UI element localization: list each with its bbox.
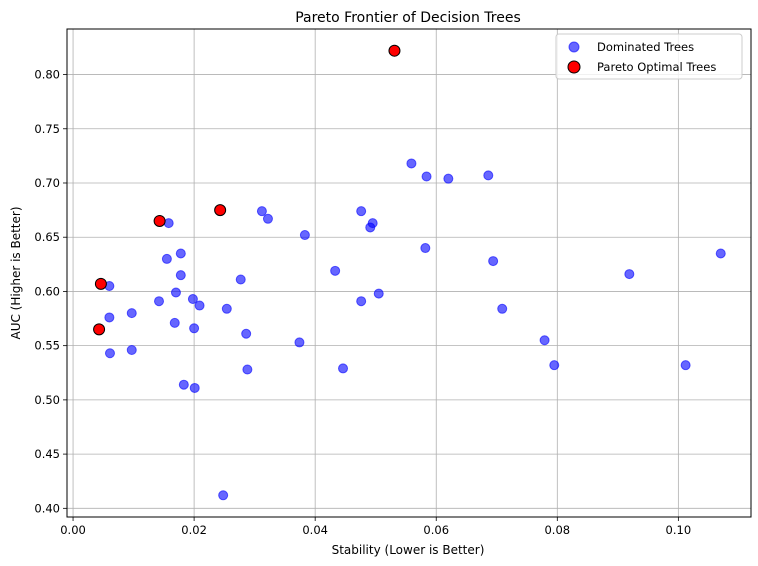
y-tick-label: 0.55 [34,339,60,353]
dominated-tree-point [443,173,454,184]
y-tick-label: 0.50 [34,393,60,407]
grid-lines [67,29,751,517]
dominated-tree-point [104,348,115,359]
dominated-tree-point [420,243,431,254]
y-axis-label: AUC (Higher is Better) [9,206,23,339]
dominated-tree-point [175,270,186,281]
dominated-tree-point [680,360,691,371]
x-axis-label: Stability (Lower is Better) [332,543,485,557]
dominated-tree-point [373,288,384,299]
legend-marker-pareto [567,60,581,74]
legend-marker-dominated [568,41,580,53]
dominated-tree-point [163,218,174,229]
y-tick-label: 0.45 [34,447,60,461]
dominated-tree-point [356,296,367,307]
dominated-tree-point [169,317,180,328]
dominated-tree-point [421,171,432,182]
dominated-tree-point [497,303,508,314]
dominated-tree-point [624,269,635,280]
dominated-tree-point [338,363,349,374]
plot-area-frame [66,28,752,518]
dominated-tree-point [194,300,205,311]
pareto-optimal-point [153,214,166,227]
y-tick-label: 0.75 [34,122,60,136]
dominated-tree-point [294,337,305,348]
y-tick-label: 0.80 [34,68,60,82]
legend-label-dominated: Dominated Trees [597,40,694,54]
x-axis-ticks: 0.00 0.02 0.04 0.06 0.08 0.10 [60,517,691,537]
dominated-tree-point [406,158,417,169]
dominated-tree-point [241,328,252,339]
dominated-tree-point [715,248,726,259]
dominated-tree-point [161,253,172,264]
dominated-tree-point [189,382,200,393]
dominated-tree-point [154,296,165,307]
pareto-optimal-point [94,277,107,290]
series-dominated-trees [104,158,726,501]
dominated-tree-point [242,364,253,375]
series-pareto-optimal-trees [93,44,401,336]
pareto-optimal-point [93,323,106,336]
x-tick-label: 0.02 [181,523,207,537]
dominated-tree-point [330,265,341,276]
dominated-tree-point [356,206,367,217]
dominated-tree-point [367,218,378,229]
pareto-optimal-point [388,44,401,57]
dominated-tree-point [175,248,186,259]
y-tick-label: 0.60 [34,284,60,298]
y-tick-label: 0.65 [34,230,60,244]
x-tick-label: 0.08 [544,523,570,537]
y-tick-label: 0.70 [34,176,60,190]
dominated-tree-point [539,335,550,346]
dominated-tree-point [221,303,232,314]
x-tick-label: 0.10 [666,523,692,537]
dominated-tree-point [126,344,137,355]
dominated-tree-point [488,256,499,267]
x-tick-label: 0.00 [60,523,86,537]
dominated-tree-point [549,360,560,371]
dominated-tree-point [262,213,273,224]
legend: Dominated Trees Pareto Optimal Trees [555,33,743,80]
pareto-optimal-point [214,204,227,217]
dominated-tree-point [170,287,181,298]
dominated-tree-point [178,379,189,390]
dominated-tree-point [256,206,267,217]
x-tick-label: 0.04 [302,523,328,537]
x-tick-label: 0.06 [423,523,449,537]
dominated-tree-point [235,274,246,285]
dominated-tree-point [104,312,115,323]
dominated-tree-point [126,308,137,319]
dominated-tree-point [218,490,229,501]
dominated-tree-point [189,323,200,334]
legend-label-pareto: Pareto Optimal Trees [597,60,716,74]
chart-title: Pareto Frontier of Decision Trees [295,10,521,26]
legend-box [555,33,743,80]
dominated-tree-point [299,230,310,241]
y-tick-label: 0.40 [34,501,60,515]
dominated-tree-point [483,170,494,181]
y-axis-ticks: 0.40 0.45 0.50 0.55 0.60 0.65 0.70 0.75 0.80 [34,68,67,515]
dominated-tree-point [187,294,198,305]
